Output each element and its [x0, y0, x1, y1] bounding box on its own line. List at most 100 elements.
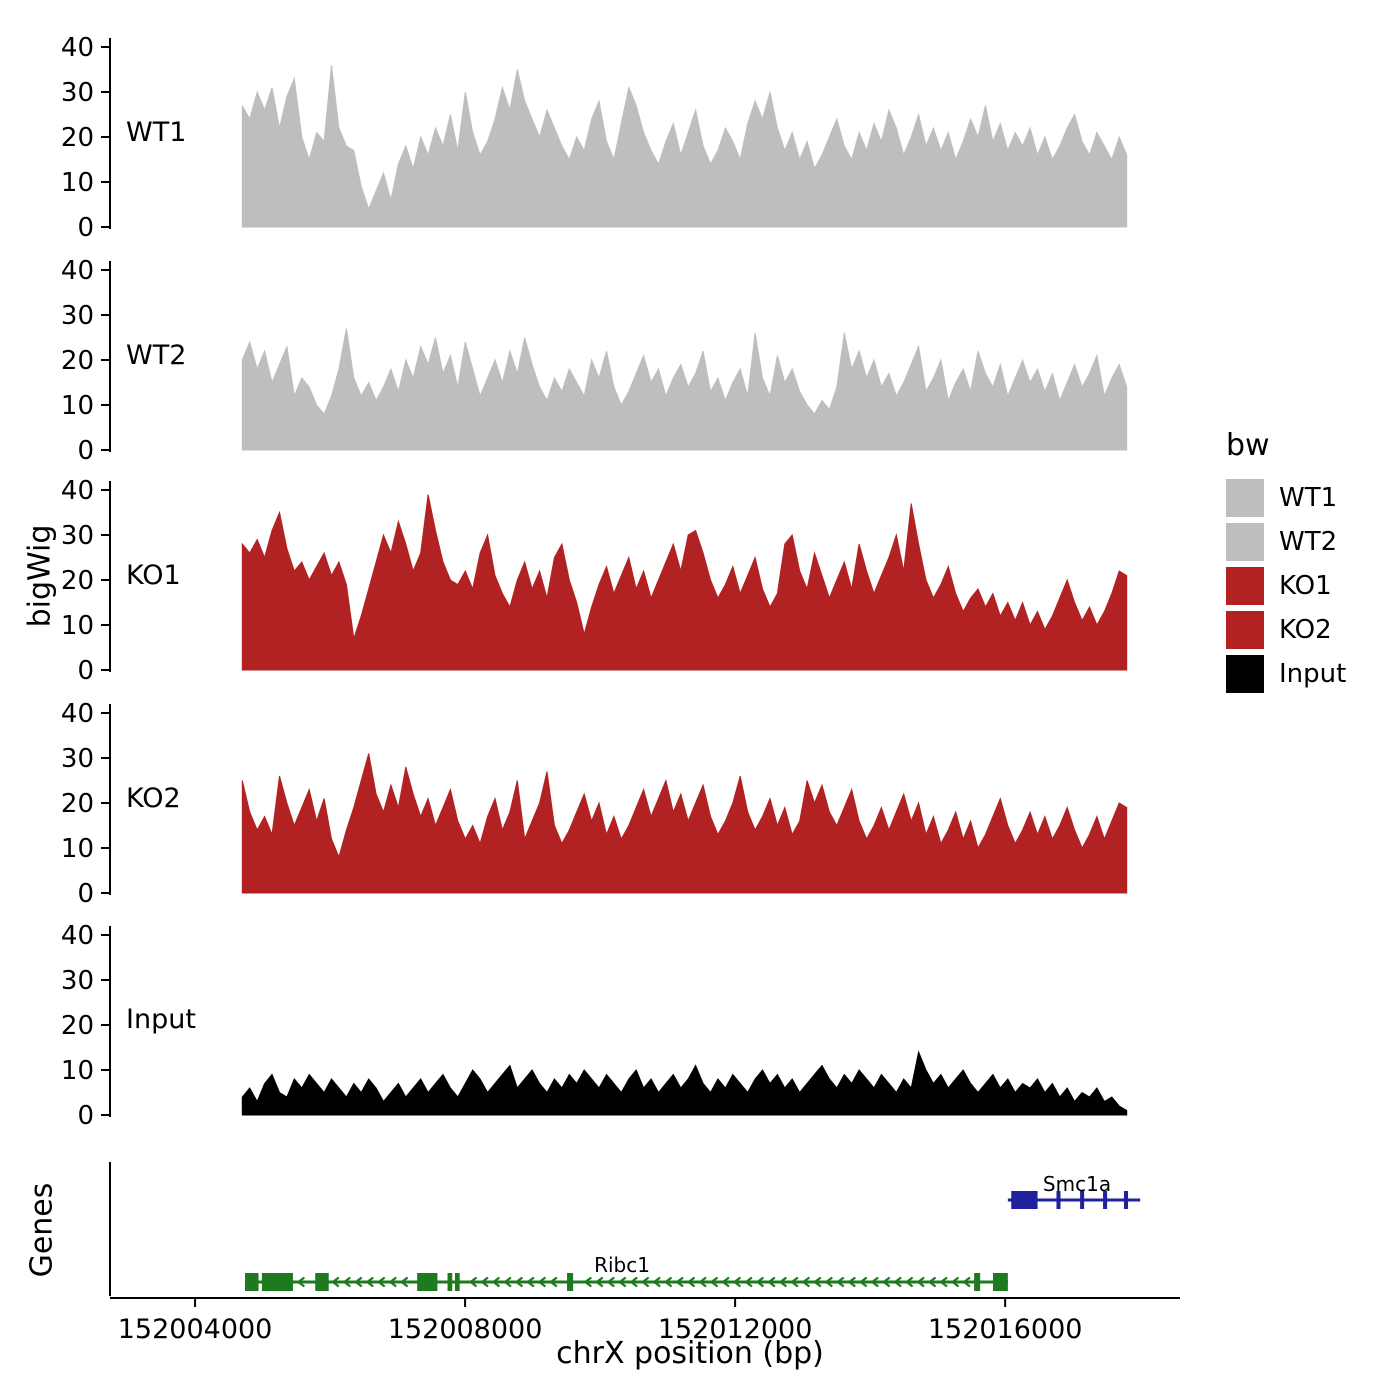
y-tick-label: 10 — [61, 391, 94, 421]
gene-exon — [454, 1273, 460, 1291]
y-axis-title-genes: Genes — [24, 1182, 60, 1278]
track-label-input: Input — [126, 1004, 196, 1035]
y-tick-label: 0 — [77, 656, 94, 686]
strand-arrow — [709, 1276, 719, 1288]
y-tick-label: 20 — [61, 1011, 94, 1041]
coverage-area-KO1 — [241, 494, 1128, 671]
strand-arrow — [732, 1276, 742, 1288]
strand-arrow — [503, 1276, 512, 1288]
legend-swatch-wt2 — [1226, 523, 1264, 561]
y-tick-label: 40 — [61, 476, 94, 506]
coverage-area-WT2 — [241, 328, 1128, 451]
strand-arrow — [629, 1276, 638, 1288]
x-tick-label: 152012000 — [658, 1314, 813, 1345]
strand-arrow — [881, 1276, 891, 1288]
strand-arrow — [594, 1276, 604, 1288]
strand-arrow — [342, 1276, 351, 1288]
y-tick-label: 40 — [61, 921, 94, 951]
y-tick-label: 20 — [61, 123, 94, 153]
y-tick-label: 30 — [61, 521, 94, 551]
gene-exon — [1056, 1191, 1061, 1209]
strand-arrow — [330, 1276, 340, 1288]
y-tick-label: 20 — [61, 346, 94, 376]
track-WT2: 0 10 20 30 40 — [61, 256, 1128, 466]
strand-arrow — [468, 1276, 478, 1288]
strand-arrow — [491, 1276, 501, 1288]
legend-label-wt2: WT2 — [1279, 527, 1338, 557]
legend-swatch-wt1 — [1226, 479, 1264, 517]
strand-arrow — [962, 1276, 971, 1288]
gene-exon — [315, 1273, 329, 1291]
legend: bw WT1 WT2 KO1 KO2 Input — [1226, 428, 1346, 699]
strand-arrow — [388, 1276, 397, 1288]
y-tick-label: 30 — [61, 744, 94, 774]
strand-arrow — [721, 1276, 730, 1288]
gene-Smc1a — [1007, 1191, 1141, 1209]
y-tick-label: 30 — [61, 78, 94, 108]
strand-arrow — [365, 1276, 374, 1288]
track-label-wt2: WT2 — [126, 340, 187, 371]
y-tick-label: 30 — [61, 966, 94, 996]
legend-item-input: Input — [1226, 655, 1346, 693]
x-axis-title: chrX position (bp) — [556, 1336, 824, 1371]
strand-arrow — [801, 1276, 810, 1288]
gene-exon — [417, 1273, 438, 1291]
gene-Ribc1 — [245, 1273, 1008, 1291]
legend-label-input: Input — [1279, 659, 1347, 689]
x-tick-label: 152016000 — [928, 1314, 1083, 1345]
y-tick-label: 0 — [77, 1101, 94, 1131]
y-tick-label: 10 — [61, 1056, 94, 1086]
strand-arrow — [296, 1276, 306, 1288]
strand-arrow — [606, 1276, 615, 1288]
y-tick-label: 10 — [61, 834, 94, 864]
gene-label-smc1a: Smc1a — [1042, 1172, 1112, 1196]
gene-exon — [993, 1273, 1008, 1291]
strand-arrow — [858, 1276, 868, 1288]
gene-exon — [1103, 1191, 1108, 1209]
y-tick-label: 20 — [61, 566, 94, 596]
strand-arrow — [663, 1276, 673, 1288]
strand-arrow — [583, 1276, 592, 1288]
legend-item-ko2: KO2 — [1226, 611, 1346, 649]
legend-item-wt1: WT1 — [1226, 479, 1346, 517]
strand-arrow — [870, 1276, 879, 1288]
legend-swatch-ko1 — [1226, 567, 1264, 605]
strand-arrow — [835, 1276, 845, 1288]
y-tick-label: 0 — [77, 879, 94, 909]
legend-item-wt2: WT2 — [1226, 523, 1346, 561]
track-KO2: 0 10 20 30 40 — [61, 699, 1128, 909]
y-tick-label: 30 — [61, 301, 94, 331]
y-tick-label: 40 — [61, 33, 94, 63]
track-label-ko2: KO2 — [126, 783, 181, 814]
strand-arrow — [950, 1276, 960, 1288]
legend-title: bw — [1226, 428, 1270, 463]
x-tick-label: 152004000 — [118, 1314, 273, 1345]
strand-arrow — [939, 1276, 948, 1288]
strand-arrow — [549, 1276, 558, 1288]
strand-arrow — [778, 1276, 788, 1288]
legend-swatch-ko2 — [1226, 611, 1264, 649]
strand-arrow — [652, 1276, 661, 1288]
strand-arrow — [824, 1276, 833, 1288]
strand-arrow — [767, 1276, 776, 1288]
strand-arrow — [526, 1276, 535, 1288]
strand-arrow — [537, 1276, 547, 1288]
gene-exon — [1123, 1191, 1129, 1209]
gene-exon — [261, 1273, 293, 1291]
strand-arrow — [686, 1276, 696, 1288]
gene-exon — [245, 1273, 259, 1291]
strand-arrow — [755, 1276, 765, 1288]
strand-arrow — [812, 1276, 822, 1288]
coverage-area-Input — [241, 1050, 1128, 1116]
gene-exon — [1080, 1191, 1085, 1209]
y-tick-label: 0 — [77, 213, 94, 243]
legend-label-wt1: WT1 — [1279, 483, 1338, 513]
gene-exon — [567, 1273, 574, 1291]
strand-arrow — [514, 1276, 524, 1288]
strand-arrow — [893, 1276, 902, 1288]
y-tick-label: 10 — [61, 611, 94, 641]
strand-arrow — [675, 1276, 684, 1288]
track-label-ko1: KO1 — [126, 560, 181, 591]
